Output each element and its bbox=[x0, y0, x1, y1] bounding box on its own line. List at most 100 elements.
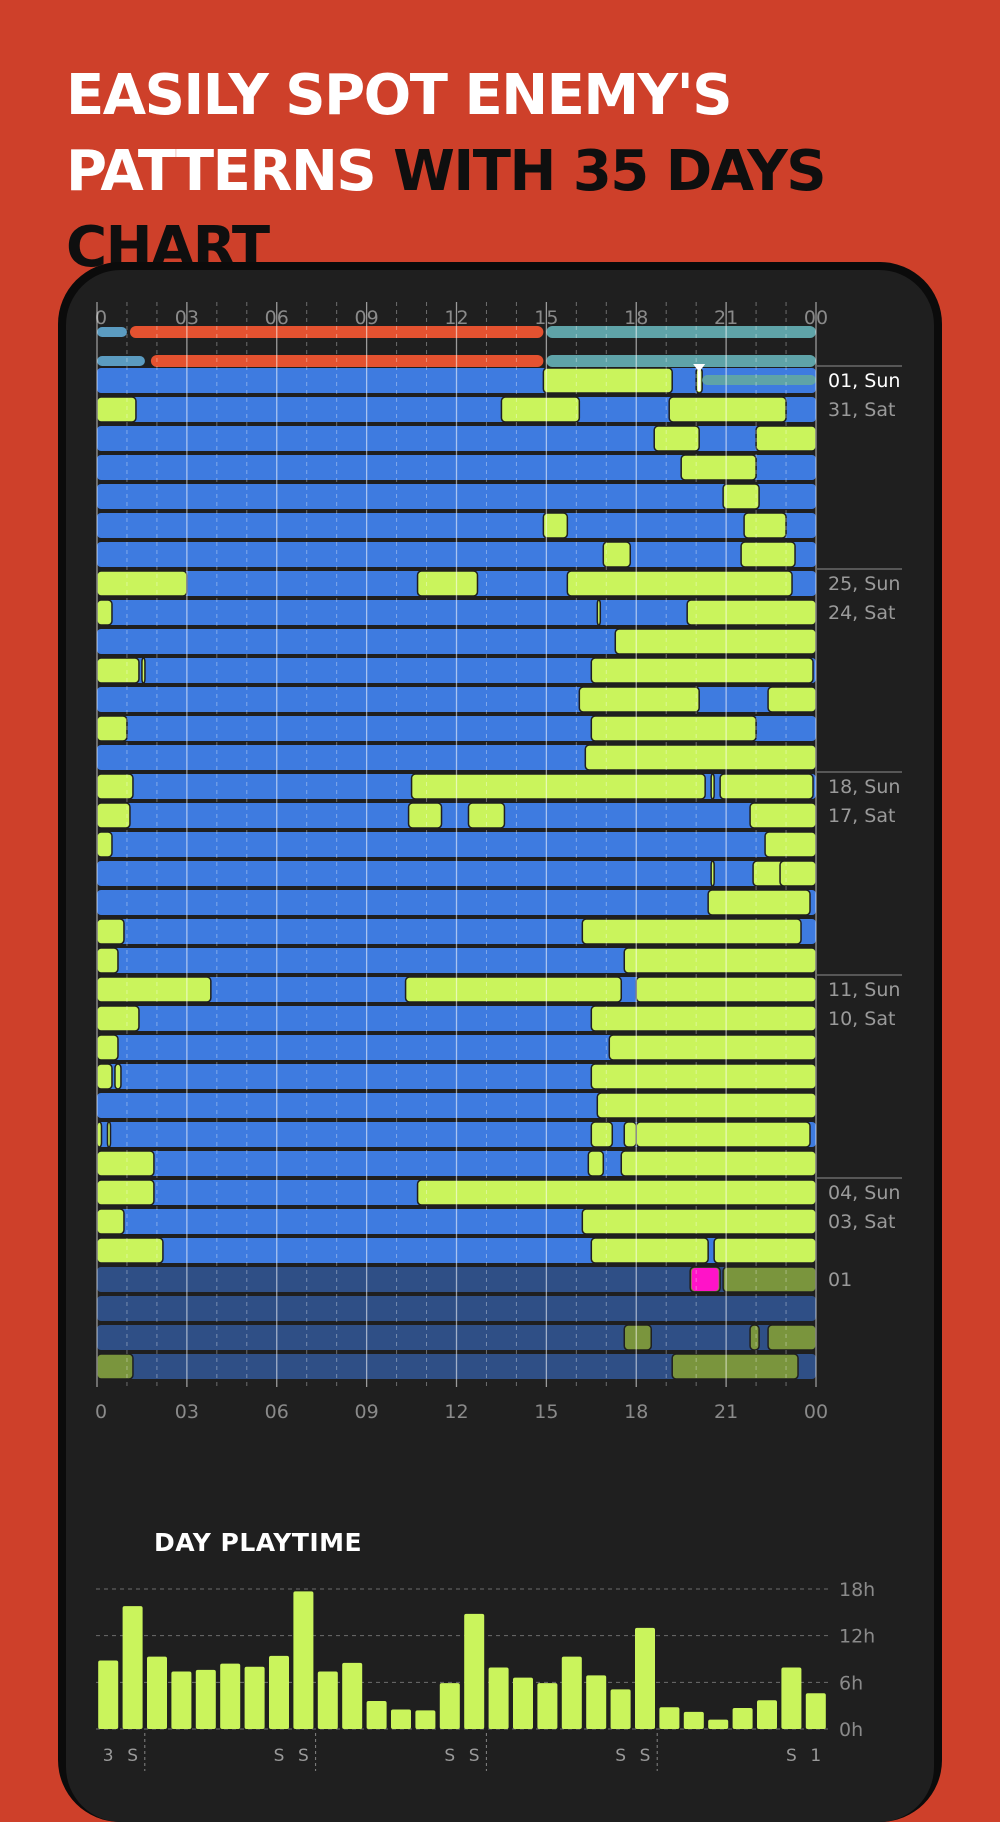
playtime-bar bbox=[171, 1671, 192, 1729]
headline-line-2-black: WITH 35 DAYS CHART bbox=[66, 139, 827, 280]
online-segment bbox=[410, 773, 706, 800]
online-segment bbox=[141, 657, 146, 684]
session-activity bbox=[546, 326, 816, 338]
playtime-y-tick: 12h bbox=[839, 1626, 875, 1648]
hour-tick-bottom: 00 bbox=[804, 1401, 828, 1423]
playtime-day-label: 3 bbox=[103, 1746, 114, 1766]
playtime-bar bbox=[293, 1591, 314, 1729]
current-time-marker bbox=[697, 364, 701, 391]
session-bar bbox=[129, 326, 544, 338]
online-segment bbox=[623, 1324, 652, 1351]
hour-tick-top: 0 bbox=[95, 307, 107, 329]
playtime-bar bbox=[634, 1627, 656, 1729]
headline-line-1-text: EASILY SPOT ENEMY'S bbox=[66, 63, 733, 128]
playtime-bar bbox=[317, 1671, 338, 1729]
playtime-bar bbox=[708, 1719, 729, 1729]
online-segment bbox=[500, 396, 581, 423]
online-segment bbox=[749, 1324, 760, 1351]
online-segment bbox=[416, 570, 479, 597]
day-label: 10, Sat bbox=[828, 1008, 895, 1030]
playtime-day-label: S bbox=[127, 1746, 138, 1766]
online-segment bbox=[590, 1121, 614, 1148]
playtime-bar bbox=[268, 1655, 290, 1729]
session-lead bbox=[97, 327, 127, 337]
playtime-bar bbox=[561, 1656, 582, 1729]
playtime-bar bbox=[756, 1700, 778, 1729]
playtime-bar bbox=[366, 1701, 387, 1729]
online-segment bbox=[566, 570, 793, 597]
online-segment bbox=[671, 1353, 799, 1380]
hour-tick-bottom: 03 bbox=[175, 1401, 199, 1423]
online-segment bbox=[590, 657, 814, 684]
headline-line-1: EASILY SPOT ENEMY'S bbox=[66, 58, 966, 134]
playtime-bar bbox=[244, 1666, 265, 1729]
playtime-day-label: S bbox=[786, 1746, 797, 1766]
hour-tick-bottom: 15 bbox=[534, 1401, 558, 1423]
day-label: 01, Sun bbox=[828, 370, 900, 392]
playtime-bar bbox=[98, 1660, 119, 1729]
day-label: 31, Sat bbox=[828, 399, 895, 421]
online-segment bbox=[407, 802, 443, 829]
day-label: 25, Sun bbox=[828, 573, 900, 595]
playtime-day-label: S bbox=[274, 1746, 285, 1766]
day-label: 24, Sat bbox=[828, 602, 895, 624]
hour-tick-bottom: 21 bbox=[714, 1401, 738, 1423]
playtime-bar bbox=[537, 1683, 558, 1729]
day-label: 04, Sun bbox=[828, 1182, 900, 1204]
playtime-last-day-label: 1 bbox=[810, 1746, 821, 1766]
online-segment bbox=[710, 860, 715, 887]
alert-marker bbox=[691, 1268, 719, 1291]
online-segment bbox=[602, 541, 632, 568]
day-playtime-title: DAY PLAYTIME bbox=[154, 1528, 363, 1557]
online-segment bbox=[722, 483, 760, 510]
phone-screen: 0 0 03 03 06 06 09 09 12 12 15 15 18 18 21 21 00 00 01, Su… bbox=[66, 270, 934, 1822]
online-segment bbox=[740, 541, 796, 568]
current-session-line bbox=[702, 375, 816, 385]
playtime-bar bbox=[512, 1677, 534, 1729]
online-segment bbox=[719, 773, 814, 800]
playtime-bar bbox=[805, 1693, 826, 1729]
online-segment bbox=[743, 512, 787, 539]
playtime-bar bbox=[586, 1675, 607, 1729]
session-lead bbox=[97, 356, 145, 366]
online-segment bbox=[710, 773, 715, 800]
hour-tick-bottom: 09 bbox=[355, 1401, 379, 1423]
playtime-day-label: S bbox=[640, 1746, 651, 1766]
headline-line-2: PATTERNS WITH 35 DAYS CHART bbox=[66, 134, 966, 286]
day-label: 18, Sun bbox=[828, 776, 900, 798]
online-segment bbox=[106, 1121, 112, 1148]
playtime-bar bbox=[659, 1707, 680, 1729]
hour-tick-bottom: 0 bbox=[95, 1401, 107, 1423]
playtime-y-tick: 6h bbox=[839, 1672, 863, 1694]
online-segment bbox=[467, 802, 506, 829]
online-segment bbox=[114, 1063, 122, 1090]
playtime-bar bbox=[464, 1613, 485, 1729]
online-segment bbox=[581, 918, 802, 945]
playtime-day-label: S bbox=[615, 1746, 626, 1766]
hour-tick-bottom: 12 bbox=[444, 1401, 468, 1423]
playtime-bar bbox=[122, 1606, 143, 1729]
online-segment bbox=[587, 1150, 605, 1177]
playtime-bar bbox=[390, 1709, 412, 1729]
online-segment bbox=[668, 396, 787, 423]
playtime-y-tick: 0h bbox=[839, 1719, 863, 1741]
playtime-bar bbox=[488, 1667, 509, 1729]
playtime-bar bbox=[683, 1711, 704, 1729]
online-segment bbox=[680, 454, 757, 481]
playtime-day-label: S bbox=[298, 1746, 309, 1766]
online-segment bbox=[590, 1237, 709, 1264]
hour-tick-bottom: 06 bbox=[265, 1401, 289, 1423]
playtime-bar bbox=[220, 1663, 241, 1729]
online-segment bbox=[542, 512, 569, 539]
phone-frame: 0 0 03 03 06 06 09 09 12 12 15 15 18 18 21 21 00 00 01, Su… bbox=[58, 262, 942, 1822]
playtime-day-label: S bbox=[444, 1746, 455, 1766]
playtime-bar bbox=[781, 1667, 802, 1729]
hour-tick-bottom: 18 bbox=[624, 1401, 648, 1423]
online-segment bbox=[578, 686, 700, 713]
day-label: 11, Sun bbox=[828, 979, 900, 1001]
current-time-pin bbox=[693, 364, 706, 372]
headline-line-2-white: PATTERNS bbox=[66, 139, 394, 204]
online-segment bbox=[542, 367, 673, 394]
